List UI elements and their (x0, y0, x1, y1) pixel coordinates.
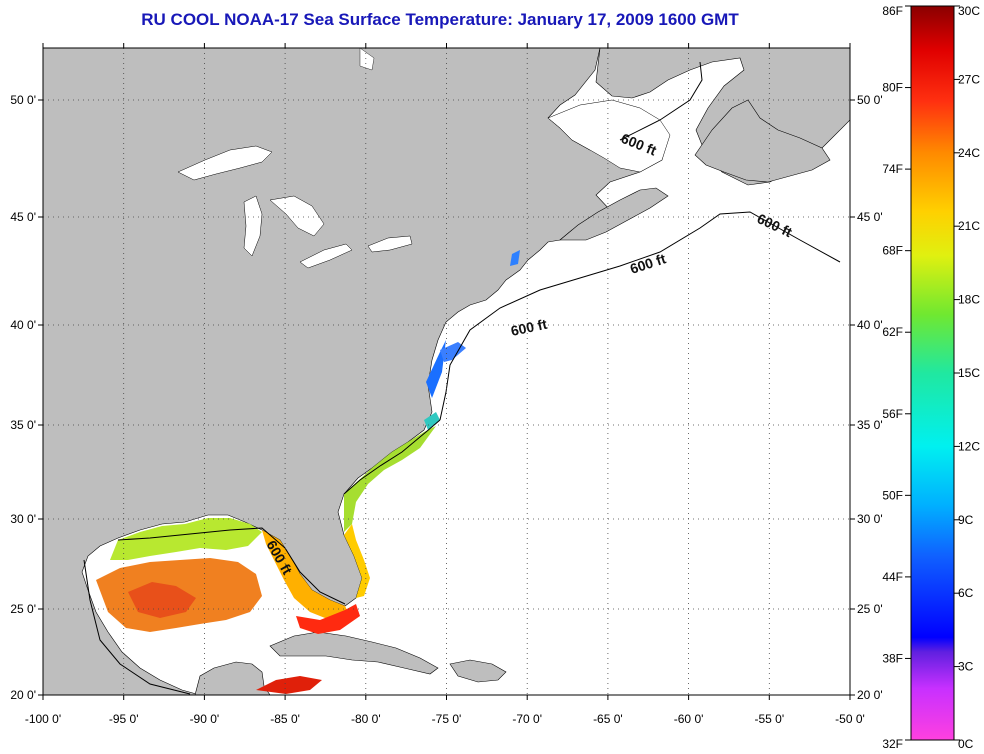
sst-caribbean-red (256, 676, 322, 694)
c-label: 15C (958, 366, 980, 380)
sst-delaware-blue (440, 342, 466, 362)
f-label: 44F (882, 570, 903, 584)
james-bay (359, 48, 375, 71)
c-label: 18C (958, 293, 980, 307)
lon-label: -60 0' (674, 712, 704, 726)
c-label: 6C (958, 586, 974, 600)
lat-label: 50 0' (857, 93, 883, 107)
st-lawrence-gulf (547, 99, 671, 173)
map-title: RU COOL NOAA-17 Sea Surface Temperature:… (141, 10, 739, 29)
c-label: 24C (958, 146, 980, 160)
isobath-label: 600 ft (509, 316, 548, 339)
lat-label: 20 0' (10, 688, 36, 702)
sst-florida-west (262, 530, 350, 620)
f-label: 86F (882, 4, 903, 18)
cuba-land (269, 631, 439, 675)
latitude-axis: 50 0' 50 0' 45 0' 45 0' 40 0' 40 0' 35 0' 35 0'… (10, 93, 882, 702)
lon-label: -75 0' (432, 712, 462, 726)
sst-florida-east (344, 524, 370, 598)
lat-label: 40 0' (10, 318, 36, 332)
sst-florida-straits (296, 604, 360, 634)
lake-ontario (367, 235, 413, 253)
f-label: 32F (882, 737, 903, 751)
c-label: 21C (958, 219, 980, 233)
f-label: 74F (882, 162, 903, 176)
lon-label: -70 0' (512, 712, 542, 726)
sst-gulf-north (110, 518, 262, 560)
nova-scotia-land (559, 187, 669, 241)
longitude-axis: -100 0' -95 0' -90 0' -85 0' -80 0' -75 0' -70… (25, 43, 865, 726)
sst-cape-cod-blue (510, 250, 520, 266)
lat-label: 35 0' (10, 418, 36, 432)
color-bar-gradient (910, 5, 955, 741)
lat-label: 45 0' (857, 210, 883, 224)
lat-label: 30 0' (857, 512, 883, 526)
newfoundland-land (694, 99, 831, 183)
lake-huron (269, 195, 325, 237)
c-label: 0C (958, 737, 974, 751)
isobath-600ft (83, 61, 841, 695)
lake-superior (177, 145, 273, 181)
lat-label: 40 0' (857, 318, 883, 332)
hispaniola-land (449, 659, 507, 683)
lake-michigan (243, 195, 263, 257)
c-label: 27C (958, 72, 980, 86)
lon-label: -50 0' (835, 712, 865, 726)
lon-label: -100 0' (25, 712, 61, 726)
lon-label: -80 0' (351, 712, 381, 726)
lon-label: -65 0' (593, 712, 623, 726)
f-label: 38F (882, 651, 903, 665)
lake-erie (299, 243, 353, 269)
f-label: 62F (882, 325, 903, 339)
lon-label: -55 0' (754, 712, 784, 726)
c-label: 9C (958, 513, 974, 527)
lat-label: 20 0' (857, 688, 883, 702)
lat-label: 45 0' (10, 210, 36, 224)
lon-label: -95 0' (109, 712, 139, 726)
f-label: 56F (882, 407, 903, 421)
sst-carolina-cyan (424, 412, 440, 430)
sst-southeast-shelf (344, 426, 436, 532)
celsius-scale: 30C 27C 24C 21C 18C 15C 12C 9C 6C 3C 0C (954, 4, 980, 751)
lat-label: 25 0' (857, 602, 883, 616)
lat-label: 50 0' (10, 93, 36, 107)
lat-label: 35 0' (857, 418, 883, 432)
f-label: 68F (882, 244, 903, 258)
lon-label: -85 0' (270, 712, 300, 726)
lat-label: 25 0' (10, 602, 36, 616)
lat-label: 30 0' (10, 512, 36, 526)
c-label: 12C (958, 439, 980, 453)
sst-northeast-blue (426, 340, 446, 398)
f-label: 50F (882, 488, 903, 502)
c-label: 3C (958, 660, 974, 674)
lon-label: -90 0' (190, 712, 220, 726)
c-label: 30C (958, 4, 980, 18)
f-label: 80F (882, 81, 903, 95)
fahrenheit-scale: 86F 80F 74F 68F 62F 56F 50F 44F 38F 32F (882, 4, 911, 751)
